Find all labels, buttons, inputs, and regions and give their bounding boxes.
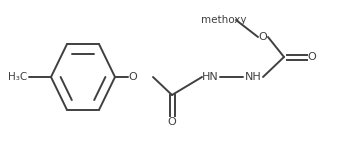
Text: H₃C: H₃C [8,72,27,82]
Text: NH: NH [245,72,261,82]
Text: methoxy: methoxy [201,15,247,25]
Text: O: O [128,72,137,82]
Text: O: O [307,52,316,62]
Text: O: O [168,117,176,127]
Text: O: O [259,32,267,42]
Text: HN: HN [201,72,218,82]
